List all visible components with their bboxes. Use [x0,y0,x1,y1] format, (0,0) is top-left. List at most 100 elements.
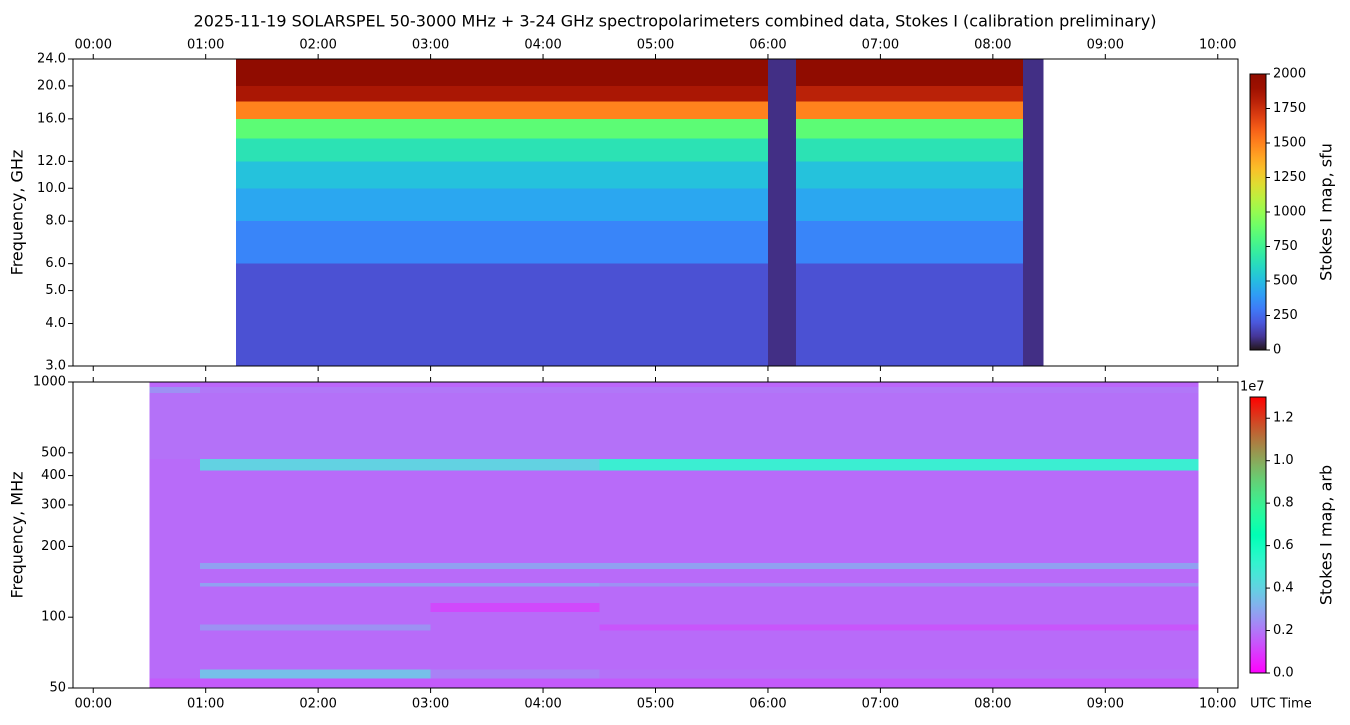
heatmap-cell [430,569,600,583]
heatmap-cell [200,630,431,670]
y-tick-label: 16.0 [37,111,66,126]
heatmap-cell [1023,161,1044,189]
heatmap-cell [430,678,600,688]
y-tick-label: 3.0 [45,359,66,374]
x-tick-label: 05:00 [637,697,674,712]
heatmap-cell [796,118,1024,139]
colorbar-tick-label: 0 [1273,343,1281,358]
heatmap-cell [1023,118,1044,139]
colorbar-tick-label: 1500 [1273,136,1306,151]
heatmap-cell [767,59,797,86]
heatmap-cell [599,678,1199,688]
x-tick-label: 06:00 [749,697,786,712]
heatmap-cell [1023,101,1044,119]
heatmap-cell [236,221,768,264]
heatmap-cell [200,387,431,393]
heatmap-cell [796,221,1024,264]
colorbar-tick-label: 0.0 [1273,666,1294,681]
heatmap-cell [430,382,600,388]
y-tick-label: 8.0 [45,214,66,229]
x-tick-label: 09:00 [1087,697,1124,712]
heatmap-cell [200,569,431,583]
x-tick-label: 10:00 [1199,697,1236,712]
heatmap-cell [796,101,1024,119]
heatmap-cell [767,138,797,162]
x-tick-label: 02:00 [299,697,336,712]
heatmap-cell [149,382,201,388]
heatmap-cell [149,582,201,587]
y-tick-label: 12.0 [37,154,66,169]
heatmap-cell [200,624,431,631]
colorbar-tick-label: 0.8 [1273,496,1294,511]
colorbar-label: Stokes I map, arb [1317,465,1336,605]
heatmap-cell [430,624,600,631]
heatmap-cell [796,188,1024,222]
y-tick-label: 4.0 [45,316,66,331]
x-tick-label: 06:00 [749,38,786,53]
heatmap-cell [1023,221,1044,264]
y-tick-label: 24.0 [37,52,66,67]
heatmap-cell [599,387,1199,393]
heatmap-cell [149,387,201,393]
heatmap-cell [599,586,1199,603]
heatmap-cell [149,562,201,570]
colorbar-tick-label: 1.0 [1273,453,1294,468]
colorbar-tick-label: 0.2 [1273,623,1294,638]
colorbar-tick-label: 1.2 [1273,411,1294,426]
colorbar-tick-label: 750 [1273,239,1298,254]
chart-title: 2025-11-19 SOLARSPEL 50-3000 MHz + 3-24 … [194,12,1157,31]
heatmap-cell [149,586,201,603]
heatmap-cell [149,470,201,563]
heatmap-cell [430,669,600,679]
heatmap-cell [599,470,1199,563]
heatmap-cell [149,392,201,460]
y-tick-label: 6.0 [45,256,66,271]
heatmap-cell [430,470,600,563]
y-tick-label: 5.0 [45,283,66,298]
colorbar-tick-label: 1250 [1273,170,1306,185]
heatmap-cell [236,85,768,102]
heatmap-cell [236,188,768,222]
heatmap-cell [200,459,431,471]
heatmap-cell [149,569,201,583]
y-tick-label: 50 [49,681,66,696]
heatmap-cell [1023,188,1044,222]
heatmap-cell [200,669,431,679]
heatmap-cell [149,669,201,679]
heatmap-cell [796,59,1024,86]
heatmap-cell [767,101,797,119]
heatmap-cell [599,602,1199,613]
heatmap-cell [1023,59,1044,86]
heatmap-cell [767,85,797,102]
y-tick-label: 200 [41,539,66,554]
colorbar-tick-label: 500 [1273,274,1298,289]
x-tick-label: 07:00 [862,697,899,712]
heatmap-cell [430,582,600,587]
heatmap-cell [767,118,797,139]
y-tick-label: 10.0 [37,181,66,196]
x-tick-label: 01:00 [187,38,224,53]
y-tick-label: 400 [41,468,66,483]
heatmap-cell [149,602,201,613]
heatmap-cell [149,678,201,688]
heatmap-cell [599,392,1199,460]
heatmap-cell [430,392,600,460]
x-tick-label: 03:00 [412,38,449,53]
heatmap-cell [767,263,797,366]
heatmap-cell [599,582,1199,587]
heatmap-cell [430,387,600,393]
colorbar [1249,73,1267,351]
colorbar-label: Stokes I map, sfu [1317,143,1336,281]
x-tick-label: 10:00 [1199,38,1236,53]
x-tick-label: 04:00 [524,38,561,53]
heatmap-cell [236,263,768,366]
heatmap-cell [200,582,431,587]
y-tick-label: 100 [41,610,66,625]
y-axis-label: Frequency, GHz [8,150,27,276]
x-tick-label: 08:00 [974,38,1011,53]
heatmap-cell [200,678,431,688]
y-axis-label: Frequency, MHz [8,471,27,598]
heatmap-cell [236,138,768,162]
x-tick-label: 03:00 [412,697,449,712]
heatmap-cell [599,459,1199,471]
